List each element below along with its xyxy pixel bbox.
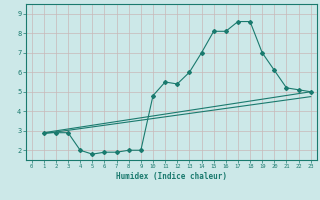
X-axis label: Humidex (Indice chaleur): Humidex (Indice chaleur) <box>116 172 227 181</box>
